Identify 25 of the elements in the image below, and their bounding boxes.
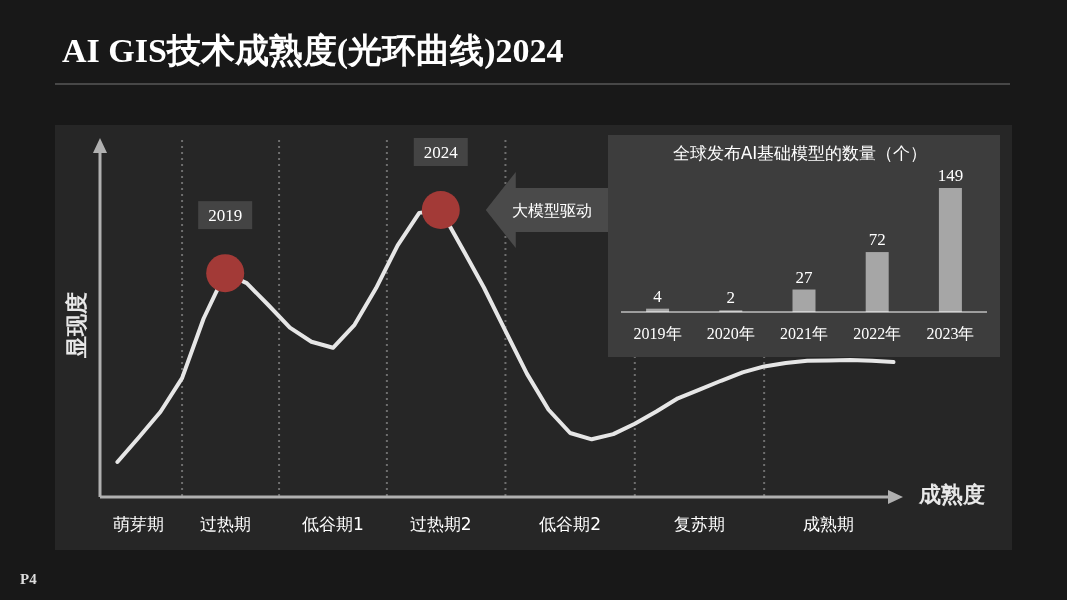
x-tick-label: 2022年 bbox=[853, 325, 902, 342]
x-tick-label: 过热期2 bbox=[409, 514, 472, 534]
data-label: 27 bbox=[795, 267, 813, 287]
data-label: 149 bbox=[937, 166, 964, 185]
x-tick-label: 2020年 bbox=[706, 325, 755, 342]
annotation: 大模型驱动 bbox=[511, 201, 592, 220]
x-tick-label: 低谷期1 bbox=[302, 514, 364, 534]
y-axis-title: 显现度 bbox=[64, 292, 89, 359]
annotation: 2019 bbox=[208, 206, 243, 226]
x-tick-label: 成熟期 bbox=[803, 514, 855, 534]
x-axis-title: 成熟度 bbox=[918, 482, 985, 507]
chart-title: 全球发布AI基础模型的数量（个） bbox=[672, 143, 928, 163]
x-tick-label: 萌芽期 bbox=[113, 514, 165, 534]
data-label: 2 bbox=[726, 288, 736, 308]
annotation: 2024 bbox=[423, 143, 459, 162]
x-tick-label: 2019年 bbox=[633, 325, 682, 342]
data-label: 72 bbox=[868, 230, 886, 250]
x-tick-label: 复苏期 bbox=[673, 514, 725, 534]
x-tick-label: 过热期 bbox=[199, 514, 251, 534]
x-tick-label: 低谷期2 bbox=[539, 514, 602, 534]
chart-title: AI GIS技术成熟度(光环曲线)2024 bbox=[62, 32, 564, 70]
text: P4 bbox=[20, 571, 38, 587]
x-tick-label: 2021年 bbox=[780, 325, 828, 342]
data-label: 4 bbox=[653, 286, 663, 306]
x-tick-label: 2023年 bbox=[926, 325, 975, 342]
